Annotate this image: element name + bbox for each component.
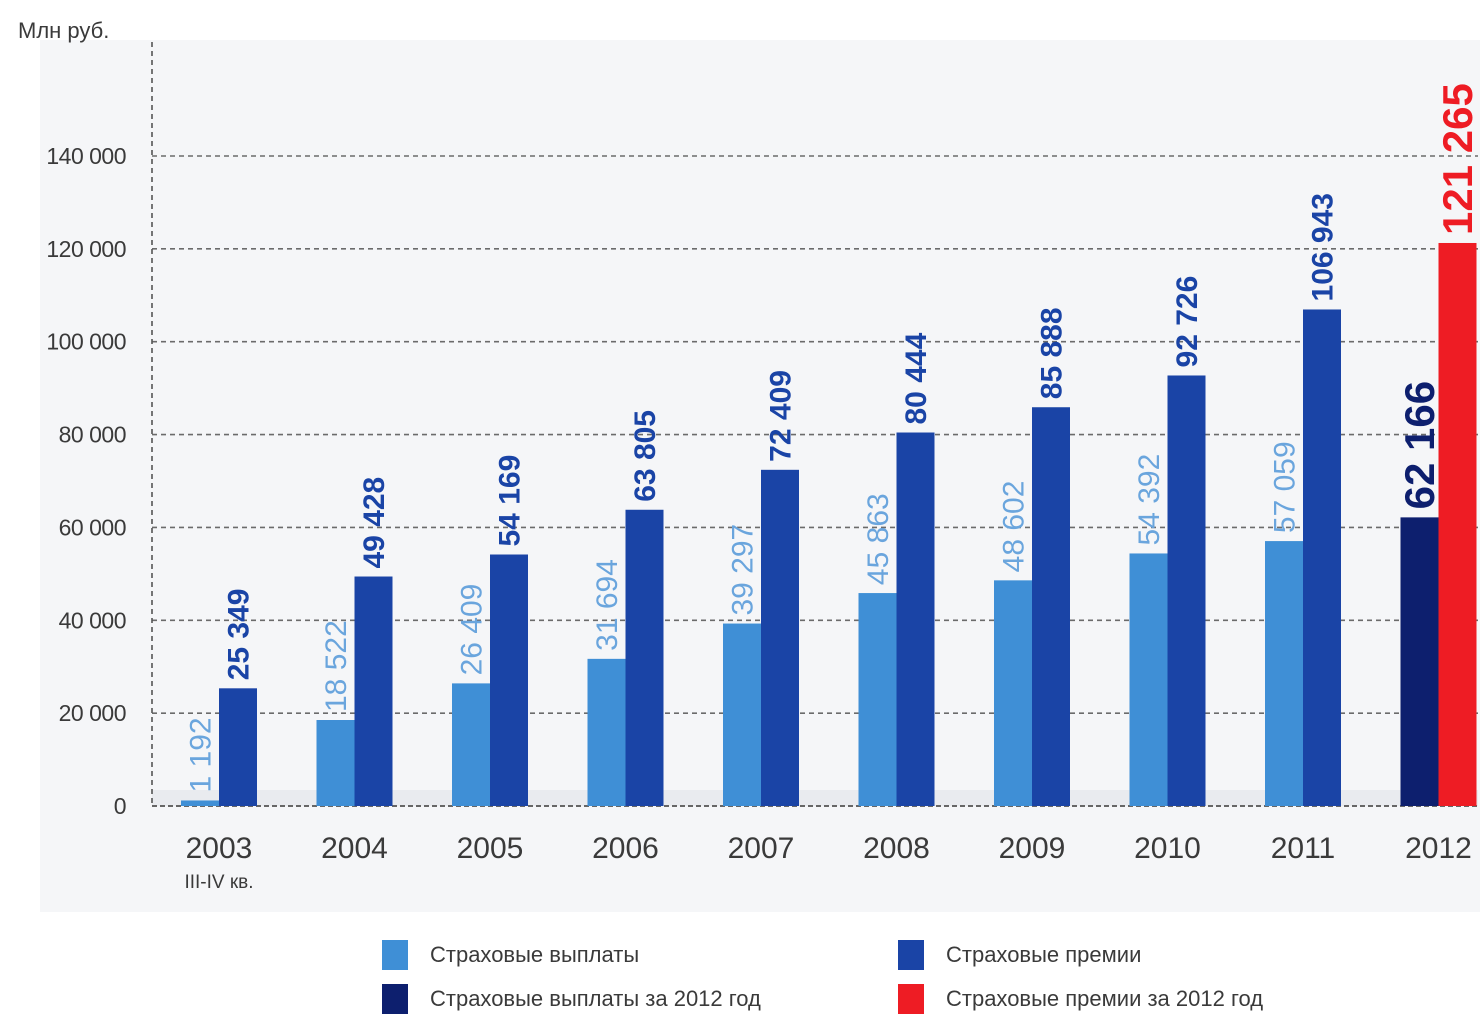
- bar-premiums: [625, 509, 664, 806]
- bar-payouts-2012: [1400, 517, 1439, 806]
- x-tick-label: 2003: [186, 832, 253, 865]
- y-tick-label: 20 000: [59, 700, 126, 726]
- bar-value-label: 45 863: [862, 493, 895, 585]
- legend-item-premiums: Страховые премии: [898, 938, 1141, 972]
- bar-payouts: [723, 623, 761, 806]
- x-tick-sublabel: III-IV кв.: [184, 872, 253, 893]
- bar-premiums: [219, 688, 257, 806]
- bar-value-label: 25 349: [223, 589, 256, 681]
- y-tick-label: 0: [114, 793, 126, 819]
- bar-premiums: [896, 432, 935, 806]
- y-tick-label: 40 000: [59, 607, 126, 633]
- legend-label-payouts: Страховые выплаты: [430, 942, 640, 967]
- bar-value-label: 72 409: [765, 370, 798, 462]
- y-tick-label: 80 000: [59, 422, 126, 448]
- legend-item-payouts: Страховые выплаты: [382, 938, 639, 972]
- bar-premiums: [490, 554, 528, 806]
- legend-item-payouts-2012: Страховые выплаты за 2012 год: [382, 982, 761, 1016]
- bar-value-label: 48 602: [998, 481, 1031, 573]
- bar-payouts: [316, 720, 355, 806]
- bar-premiums: [354, 576, 393, 806]
- bar-value-label: 31 694: [591, 559, 624, 651]
- legend-item-premiums-2012: Страховые премии за 2012 год: [898, 982, 1263, 1016]
- x-tick-label: 2012: [1405, 832, 1472, 865]
- y-tick-label: 60 000: [59, 514, 126, 540]
- bar-value-label: 80 444: [900, 332, 933, 424]
- bar-premiums: [1303, 309, 1341, 806]
- bar-premiums: [761, 469, 799, 806]
- x-tick-label: 2005: [457, 832, 524, 865]
- legend-label-premiums-2012: Страховые премии за 2012 год: [946, 986, 1264, 1011]
- bar-payouts: [452, 683, 490, 806]
- bar-payouts: [858, 593, 897, 806]
- legend: Страховые выплаты Страховые премии Страх…: [382, 938, 1382, 1015]
- legend-swatch-payouts-2012: [382, 984, 408, 1014]
- bar-payouts: [181, 800, 219, 806]
- x-tick-label: 2009: [999, 832, 1066, 865]
- x-tick-label: 2011: [1271, 832, 1336, 865]
- legend-swatch-payouts: [382, 940, 408, 970]
- bar-value-label: 63 805: [629, 410, 662, 502]
- bar-premiums: [1032, 407, 1070, 806]
- legend-swatch-premiums: [898, 940, 924, 970]
- x-tick-label: 2004: [321, 832, 388, 865]
- y-axis-title: Млн руб.: [18, 18, 109, 43]
- x-tick-label: 2007: [728, 832, 795, 865]
- bar-premiums: [1167, 375, 1206, 806]
- bar-value-label: 121 265: [1434, 83, 1480, 235]
- bar-premiums-2012: [1438, 242, 1477, 806]
- y-tick-label: 120 000: [46, 236, 126, 262]
- bar-payouts: [994, 580, 1032, 806]
- bar-value-label: 54 169: [494, 455, 527, 547]
- bar-value-label: 39 297: [727, 524, 760, 616]
- bar-value-label: 92 726: [1171, 276, 1204, 368]
- x-tick-label: 2010: [1134, 832, 1201, 865]
- bar-value-label: 18 522: [320, 620, 353, 712]
- y-tick-label: 140 000: [46, 143, 126, 169]
- y-tick-label: 100 000: [46, 329, 126, 355]
- bar-value-label: 26 409: [456, 584, 489, 676]
- x-tick-label: 2008: [863, 832, 930, 865]
- bar-value-label: 54 392: [1133, 454, 1166, 546]
- bar-value-label: 57 059: [1269, 441, 1302, 533]
- legend-label-payouts-2012: Страховые выплаты за 2012 год: [430, 986, 761, 1011]
- bar-value-label: 1 192: [185, 717, 218, 792]
- legend-label-premiums: Страховые премии: [946, 942, 1142, 967]
- bar-payouts: [1265, 541, 1303, 806]
- bar-payouts: [587, 658, 626, 806]
- bar-payouts: [1129, 553, 1168, 806]
- bar-value-label: 106 943: [1307, 193, 1340, 301]
- bar-value-label: 85 888: [1036, 307, 1069, 399]
- bar-value-label: 49 428: [358, 477, 391, 569]
- legend-swatch-premiums-2012: [898, 984, 924, 1014]
- x-tick-label: 2006: [592, 832, 659, 865]
- bar-value-label: 62 166: [1396, 381, 1443, 509]
